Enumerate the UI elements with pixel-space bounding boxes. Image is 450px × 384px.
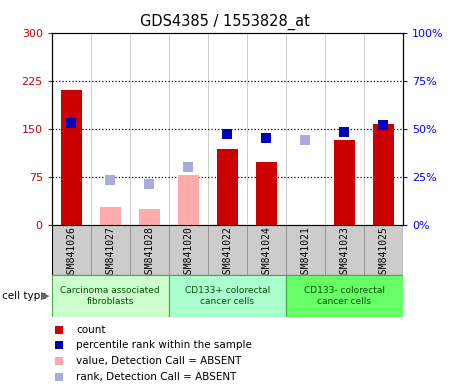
Bar — [52, 225, 91, 275]
Text: GSM841022: GSM841022 — [222, 226, 232, 279]
Bar — [216, 149, 238, 225]
Bar — [169, 275, 286, 317]
Bar — [364, 225, 403, 275]
Bar — [177, 175, 199, 225]
Bar — [286, 275, 403, 317]
Text: CD133- colorectal
cancer cells: CD133- colorectal cancer cells — [304, 286, 385, 306]
Bar — [91, 225, 130, 275]
Bar — [325, 225, 364, 275]
Text: ▶: ▶ — [41, 291, 50, 301]
Bar — [333, 140, 355, 225]
Text: GSM841028: GSM841028 — [144, 226, 154, 279]
Text: GSM841026: GSM841026 — [66, 226, 76, 279]
Text: GSM841025: GSM841025 — [378, 226, 388, 279]
Text: GSM841020: GSM841020 — [183, 226, 193, 279]
Text: CD133+ colorectal
cancer cells: CD133+ colorectal cancer cells — [184, 286, 270, 306]
Text: Carcinoma associated
fibroblasts: Carcinoma associated fibroblasts — [60, 286, 160, 306]
Text: cell type: cell type — [2, 291, 47, 301]
Text: GSM841024: GSM841024 — [261, 226, 271, 279]
Bar — [52, 275, 169, 317]
Text: GDS4385 / 1553828_at: GDS4385 / 1553828_at — [140, 13, 310, 30]
Text: GSM841023: GSM841023 — [339, 226, 349, 279]
Bar — [130, 225, 169, 275]
Text: count: count — [76, 324, 106, 334]
Bar — [99, 207, 121, 225]
Bar — [139, 209, 160, 225]
Bar — [169, 225, 208, 275]
Text: GSM841021: GSM841021 — [300, 226, 310, 279]
Bar — [247, 225, 286, 275]
Text: rank, Detection Call = ABSENT: rank, Detection Call = ABSENT — [76, 372, 237, 382]
Bar — [208, 225, 247, 275]
Bar — [373, 124, 394, 225]
Text: value, Detection Call = ABSENT: value, Detection Call = ABSENT — [76, 356, 242, 366]
Bar — [60, 90, 82, 225]
Text: percentile rank within the sample: percentile rank within the sample — [76, 341, 252, 351]
Bar — [286, 225, 325, 275]
Bar — [256, 162, 277, 225]
Text: GSM841027: GSM841027 — [105, 226, 115, 279]
